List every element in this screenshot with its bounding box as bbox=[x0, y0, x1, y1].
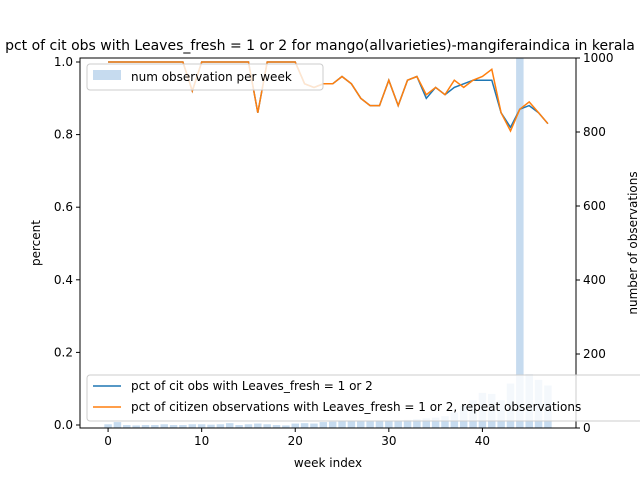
legend-bar-label: num observation per week bbox=[131, 70, 292, 84]
bar-week-12 bbox=[216, 424, 225, 428]
bar-week-8 bbox=[179, 425, 187, 428]
bar-week-44 bbox=[516, 58, 524, 428]
x-tick-label: 30 bbox=[381, 434, 396, 448]
bar-week-9 bbox=[188, 424, 197, 428]
bar-week-31 bbox=[394, 420, 402, 428]
y-tick-label: 0.6 bbox=[54, 200, 73, 214]
bar-week-6 bbox=[160, 424, 168, 428]
y2-tick-label: 400 bbox=[583, 273, 606, 287]
y2-tick-label: 0 bbox=[583, 421, 591, 435]
x-tick-label: 40 bbox=[475, 434, 490, 448]
y-tick-label: 0.8 bbox=[54, 128, 73, 142]
bar-week-15 bbox=[244, 424, 253, 428]
legend-bottom-box bbox=[86, 374, 640, 422]
bar-week-11 bbox=[207, 424, 215, 428]
y2-tick-label: 1000 bbox=[583, 51, 614, 65]
legend-bottom: pct of cit obs with Leaves_fresh = 1 or … bbox=[86, 374, 640, 422]
y-axis-right: 0 200 400 600 800 1000 bbox=[576, 51, 614, 435]
bar-week-16 bbox=[254, 423, 262, 428]
bar-week-0 bbox=[104, 424, 112, 428]
y2-tick-label: 200 bbox=[583, 347, 606, 361]
plot-frame bbox=[79, 57, 577, 429]
bar-week-21 bbox=[300, 423, 309, 428]
y-axis-label: percent bbox=[29, 220, 43, 266]
legend-top-box bbox=[86, 63, 324, 91]
bar-week-17 bbox=[263, 424, 271, 428]
bar-week-35 bbox=[431, 417, 440, 428]
bar-week-1 bbox=[113, 422, 122, 428]
legend-bar-swatch bbox=[93, 70, 121, 80]
line-series-group bbox=[108, 61, 549, 133]
legend-top: num observation per week bbox=[86, 63, 324, 91]
bar-week-18 bbox=[272, 425, 281, 428]
bar-week-27 bbox=[357, 420, 365, 428]
legend-series-1-label: pct of cit obs with Leaves_fresh = 1 or … bbox=[131, 379, 373, 393]
x-axis: 0 10 20 30 40 bbox=[104, 428, 490, 448]
y-tick-label: 0.4 bbox=[54, 273, 73, 287]
line-series-2 bbox=[108, 61, 549, 133]
bar-week-28 bbox=[366, 421, 374, 428]
chart-title: pct of cit obs with Leaves_fresh = 1 or … bbox=[5, 38, 635, 54]
bar-week-20 bbox=[291, 423, 299, 428]
bar-week-22 bbox=[310, 423, 318, 428]
bar-week-29 bbox=[375, 420, 384, 428]
bar-week-24 bbox=[328, 421, 337, 428]
bar-week-26 bbox=[347, 421, 356, 428]
bar-week-2 bbox=[123, 425, 131, 428]
bar-week-34 bbox=[422, 418, 431, 428]
y-tick-label: 0.0 bbox=[54, 418, 73, 432]
y2-tick-label: 800 bbox=[583, 125, 606, 139]
bar-week-32 bbox=[403, 419, 412, 428]
y-tick-label: 0.2 bbox=[54, 345, 73, 359]
bar-week-36 bbox=[441, 416, 449, 428]
bar-week-13 bbox=[225, 423, 234, 428]
bar-week-7 bbox=[169, 425, 178, 428]
bar-series-observations bbox=[104, 58, 552, 428]
bar-week-5 bbox=[151, 425, 159, 428]
bar-week-14 bbox=[235, 425, 243, 428]
bar-week-19 bbox=[282, 425, 290, 428]
bar-week-33 bbox=[413, 419, 421, 428]
x-axis-label: week index bbox=[294, 456, 362, 470]
bar-week-23 bbox=[319, 422, 328, 428]
y-tick-label: 1.0 bbox=[54, 55, 73, 69]
legend-series-2-label: pct of citizen observations with Leaves_… bbox=[131, 400, 581, 414]
bar-week-10 bbox=[197, 424, 206, 428]
bar-week-4 bbox=[141, 425, 150, 428]
bar-week-3 bbox=[132, 425, 140, 428]
x-tick-label: 0 bbox=[104, 434, 112, 448]
y-axis-left: 0.0 0.2 0.4 0.6 0.8 1.0 bbox=[54, 55, 80, 432]
x-tick-label: 20 bbox=[288, 434, 303, 448]
bar-week-25 bbox=[338, 420, 346, 428]
bar-week-30 bbox=[385, 421, 393, 428]
x-tick-label: 10 bbox=[194, 434, 209, 448]
y2-tick-label: 600 bbox=[583, 199, 606, 213]
y2-axis-label: number of observations bbox=[626, 171, 640, 314]
